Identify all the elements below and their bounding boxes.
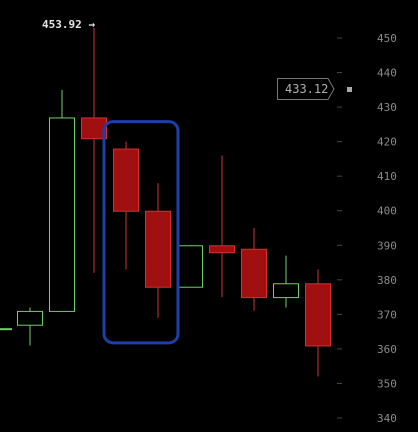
y-tick-label: 350 — [377, 377, 397, 390]
high-price-label: 453.92 → — [42, 18, 95, 31]
candle — [177, 245, 203, 288]
current-price-label: 433.12 — [285, 82, 328, 96]
y-tick-label: 340 — [377, 412, 397, 425]
candles-layer — [0, 27, 331, 377]
candle-body — [305, 283, 331, 347]
candle-body — [209, 245, 235, 254]
candle — [17, 307, 43, 346]
candle-body — [49, 117, 75, 312]
highlight-box — [102, 120, 180, 345]
current-price-tag: 433.12 — [277, 78, 352, 100]
y-tick-label: 390 — [377, 239, 397, 252]
y-tick-label: 360 — [377, 343, 397, 356]
candle — [145, 183, 171, 318]
y-tick-label: 380 — [377, 274, 397, 287]
current-price-marker — [347, 87, 352, 92]
candle — [113, 141, 139, 270]
y-tick-label: 440 — [377, 67, 397, 80]
candle — [81, 27, 107, 273]
candle-body — [273, 283, 299, 299]
y-tick-label: 400 — [377, 205, 397, 218]
price-axis: 340 350 360 370 380 390 400 410 420 430 440 450 — [337, 32, 397, 425]
candle-body — [0, 328, 12, 331]
candle — [273, 255, 299, 308]
y-tick-label: 420 — [377, 136, 397, 149]
candle — [49, 89, 75, 312]
candle-body — [145, 210, 171, 288]
candle-body — [113, 148, 139, 212]
candle — [241, 228, 267, 311]
candle-body — [241, 248, 267, 299]
y-tick-label: 450 — [377, 32, 397, 45]
candle-body — [81, 117, 107, 140]
candle — [0, 328, 12, 331]
candle — [305, 269, 331, 377]
candle-body — [177, 245, 203, 288]
y-tick-label: 410 — [377, 170, 397, 183]
y-tick-label: 430 — [377, 101, 397, 114]
candle — [209, 155, 235, 298]
y-tick-label: 370 — [377, 308, 397, 321]
candle-body — [17, 310, 43, 326]
